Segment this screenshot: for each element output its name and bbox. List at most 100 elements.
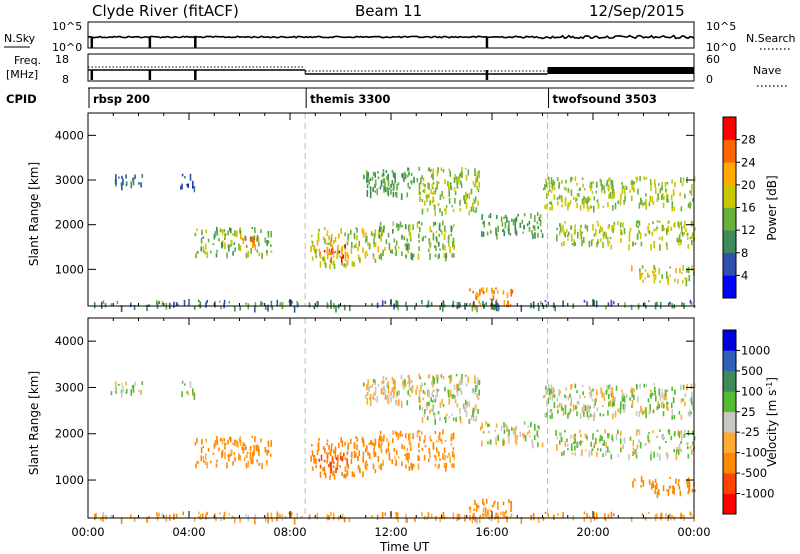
data-cell xyxy=(534,215,536,222)
data-cell xyxy=(390,397,392,403)
data-cell xyxy=(481,214,483,220)
data-cell xyxy=(631,392,633,398)
data-cell xyxy=(467,169,470,176)
data-cell xyxy=(322,446,325,450)
data-cell xyxy=(633,478,636,482)
data-cell xyxy=(523,224,525,230)
data-cell xyxy=(189,381,192,388)
data-cell xyxy=(474,500,476,506)
data-cell xyxy=(649,179,652,182)
data-cell xyxy=(645,199,647,206)
data-cell xyxy=(356,437,358,442)
data-cell xyxy=(216,226,218,231)
data-cell xyxy=(669,266,671,269)
data-cell xyxy=(488,222,490,225)
data-cell xyxy=(434,253,437,258)
data-cell xyxy=(389,248,391,251)
data-cell xyxy=(680,430,683,435)
data-cell xyxy=(402,385,405,390)
data-cell xyxy=(337,248,339,253)
data-cell xyxy=(444,208,446,212)
data-cell xyxy=(528,429,531,434)
data-cell xyxy=(221,451,223,459)
data-cell xyxy=(597,239,599,245)
velocity-cpid-lines xyxy=(304,318,549,518)
data-cell xyxy=(685,280,688,287)
data-cell xyxy=(617,200,619,205)
data-cell xyxy=(458,388,460,391)
data-cell xyxy=(475,177,477,185)
data-cell xyxy=(615,385,618,391)
data-cell xyxy=(552,179,555,187)
data-cell xyxy=(419,405,421,410)
data-cell xyxy=(422,390,425,394)
data-cell xyxy=(351,241,353,249)
data-cell xyxy=(480,426,482,431)
data-cell xyxy=(220,517,222,522)
data-cell xyxy=(559,226,562,232)
data-cell xyxy=(270,300,273,308)
data-cell xyxy=(358,257,361,262)
data-cell xyxy=(682,384,685,390)
data-cell xyxy=(432,394,434,397)
data-cell xyxy=(637,226,639,229)
data-cell xyxy=(387,180,390,187)
colorbar-cell xyxy=(723,162,736,186)
data-cell xyxy=(449,182,452,189)
data-cell xyxy=(464,302,466,308)
data-cell xyxy=(441,513,444,520)
data-cell xyxy=(386,186,389,194)
data-cell xyxy=(465,383,468,387)
data-cell xyxy=(382,459,384,467)
time-tick-label: 16:00 xyxy=(475,525,508,539)
data-cell xyxy=(550,410,553,414)
data-cell xyxy=(649,195,651,203)
data-cell xyxy=(386,394,389,402)
data-cell xyxy=(590,206,593,209)
data-cell xyxy=(456,183,459,189)
data-cell xyxy=(541,233,544,238)
data-cell xyxy=(557,409,559,414)
data-cell xyxy=(542,516,545,521)
data-cell xyxy=(619,222,622,228)
data-cell xyxy=(597,238,599,242)
data-cell xyxy=(589,392,592,399)
data-cell xyxy=(382,173,385,177)
data-cell xyxy=(249,451,252,459)
data-cell xyxy=(362,451,365,458)
data-cell xyxy=(687,266,690,274)
data-cell xyxy=(104,515,107,520)
data-cell xyxy=(431,200,434,204)
time-tick-label: 04:00 xyxy=(172,525,205,539)
data-cell xyxy=(517,213,519,217)
data-cell xyxy=(564,186,566,190)
data-cell xyxy=(684,277,687,281)
data-cell xyxy=(532,225,535,229)
data-cell xyxy=(276,299,279,306)
data-cell xyxy=(399,430,402,437)
data-cell xyxy=(502,290,505,294)
data-cell xyxy=(425,403,428,407)
data-cell xyxy=(393,238,396,243)
data-cell xyxy=(431,174,433,178)
data-cell xyxy=(688,484,690,491)
data-cell xyxy=(610,454,613,460)
data-cell xyxy=(519,222,522,228)
data-cell xyxy=(606,180,609,185)
data-cell xyxy=(204,251,207,255)
data-cell xyxy=(138,182,140,185)
data-cell xyxy=(666,196,668,203)
data-cell xyxy=(652,271,655,278)
data-cell xyxy=(542,395,545,399)
freq-trace xyxy=(88,66,694,80)
data-cell xyxy=(578,192,580,197)
data-cell xyxy=(452,237,455,241)
data-cell xyxy=(673,448,675,453)
data-cell xyxy=(365,466,368,471)
data-cell xyxy=(346,451,349,456)
data-cell xyxy=(201,438,203,445)
data-cell xyxy=(567,443,569,447)
data-cell xyxy=(404,516,407,523)
data-cell xyxy=(583,411,585,417)
data-cell xyxy=(412,433,414,439)
